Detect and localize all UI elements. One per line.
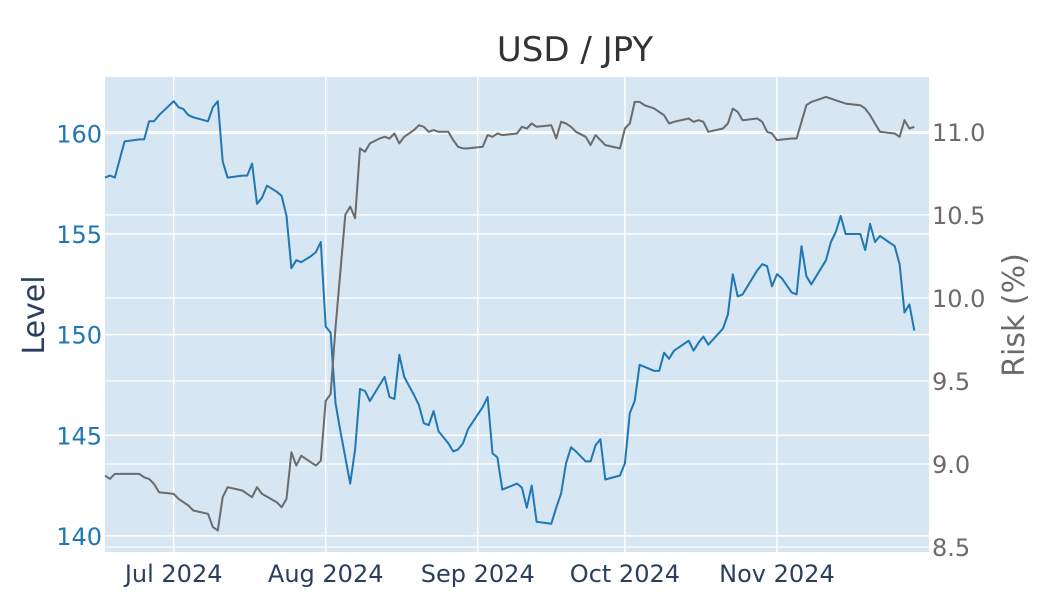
- x-tick-label: Oct 2024: [570, 560, 680, 588]
- x-tick-label: Aug 2024: [268, 560, 384, 588]
- y-right-tick-label: 10.0: [932, 285, 985, 313]
- x-tick-label: Nov 2024: [719, 560, 835, 588]
- y-right-tick-label: 11.0: [932, 119, 985, 147]
- y-axis-right-ticks: 8.5 9.0 9.5 10.0 10.5 11.0: [932, 119, 985, 562]
- y-right-tick-label: 9.5: [932, 368, 970, 396]
- risk-series-line: [104, 95, 915, 532]
- y-left-tick-label: 140: [56, 523, 102, 551]
- series-layer: [104, 95, 916, 532]
- y-axis-right-label: Risk (%): [997, 253, 1032, 377]
- plot-area: [105, 77, 929, 552]
- y-left-tick-label: 155: [56, 221, 102, 249]
- x-tick-label: Sep 2024: [421, 560, 535, 588]
- y-left-tick-label: 160: [56, 120, 102, 148]
- x-tick-label: Jul 2024: [123, 560, 223, 588]
- y-right-tick-label: 8.5: [932, 534, 970, 562]
- y-left-tick-label: 150: [56, 322, 102, 350]
- y-right-tick-label: 10.5: [932, 202, 985, 230]
- y-right-tick-label: 9.0: [932, 451, 970, 479]
- y-axis-left-label: Level: [17, 275, 52, 354]
- chart-title: USD / JPY: [497, 30, 654, 70]
- y-axis-left-ticks: 140 145 150 155 160: [56, 120, 102, 551]
- level-series-line: [104, 100, 916, 525]
- y-left-tick-label: 145: [56, 422, 102, 450]
- x-axis-ticks: Jul 2024 Aug 2024 Sep 2024 Oct 2024 Nov 2024: [123, 560, 835, 588]
